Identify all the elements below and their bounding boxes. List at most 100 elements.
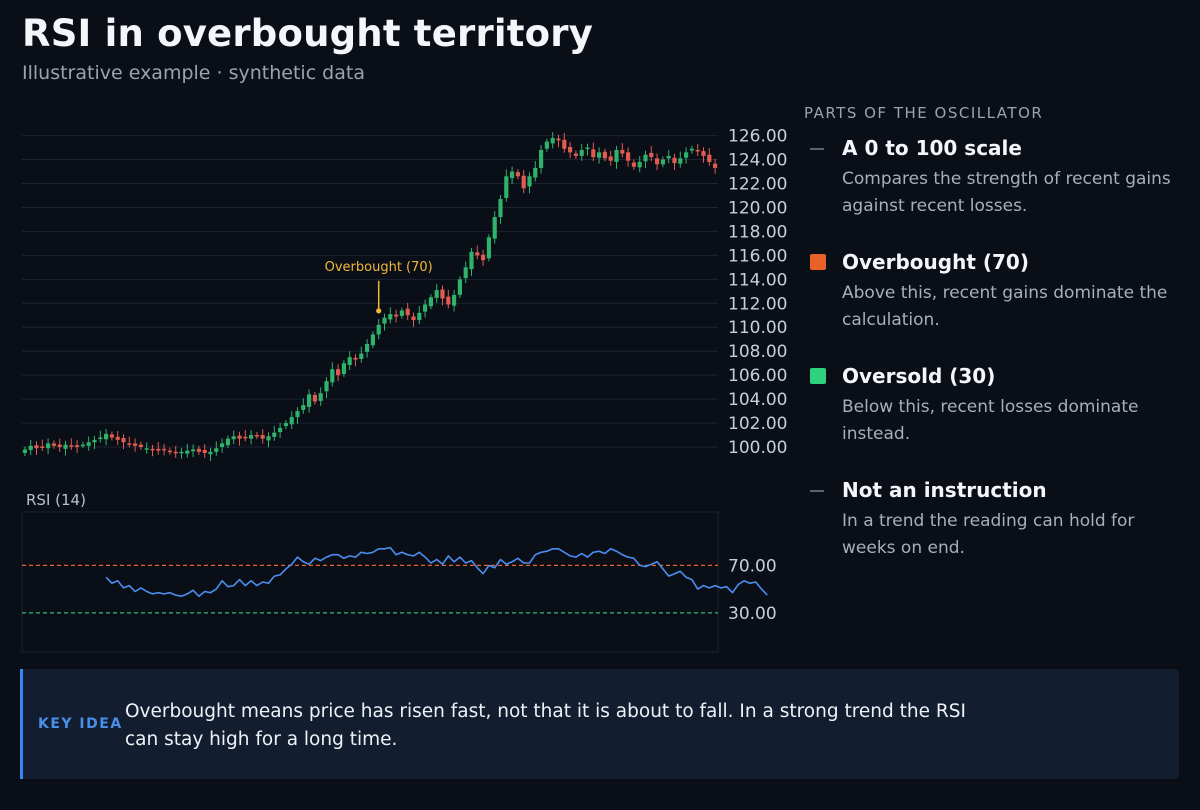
candle [104, 428, 109, 446]
price-tick-label: 116.00 [728, 246, 787, 266]
legend-panel: PARTS OF THE OSCILLATOR A 0 to 100 scale… [804, 104, 1174, 592]
candle [156, 442, 161, 455]
legend-item-name: Oversold (30) [842, 364, 996, 388]
legend-item-name: A 0 to 100 scale [842, 136, 1022, 160]
candle-body [295, 411, 300, 418]
candle-body [463, 267, 468, 279]
candle [423, 299, 428, 318]
candle [150, 444, 155, 457]
candle-body [150, 448, 155, 451]
candle-body [191, 449, 196, 452]
price-tick-label: 112.00 [728, 294, 787, 314]
candle [533, 161, 538, 182]
price-tick-label: 106.00 [728, 366, 787, 386]
price-tick-label: 114.00 [728, 270, 787, 290]
candle-body [214, 448, 219, 452]
candle [568, 142, 573, 159]
candle [92, 435, 97, 450]
candle-body [225, 438, 230, 446]
candle [347, 351, 352, 370]
candle-body [69, 445, 74, 447]
candle-body [713, 163, 718, 168]
candle-body [643, 154, 648, 162]
candle-body [98, 437, 103, 439]
candle [486, 234, 491, 262]
legend-item-oversold: Oversold (30) Below this, recent losses … [804, 364, 1174, 448]
key-idea-tag: KEY IDEA [38, 716, 123, 732]
candle-body [689, 148, 694, 151]
legend-item-name: Overbought (70) [842, 250, 1029, 274]
candle-body [637, 161, 642, 168]
candle [626, 147, 631, 167]
legend-item-overbought: Overbought (70) Above this, recent gains… [804, 250, 1174, 334]
candle [46, 438, 51, 455]
candle-body [312, 394, 317, 402]
candle [689, 145, 694, 154]
candle [394, 309, 399, 323]
candle [446, 289, 451, 309]
candle-body [597, 152, 602, 158]
candle [591, 142, 596, 162]
candle-body [573, 153, 578, 156]
price-tick-label: 100.00 [728, 438, 787, 458]
candle-body [127, 443, 132, 445]
candle-body [202, 450, 207, 454]
candle [602, 148, 607, 162]
candle [260, 429, 265, 444]
candle [620, 143, 625, 158]
candle [295, 407, 300, 424]
candle-body [249, 435, 254, 439]
price-axis-ticks: 100.00 102.00 104.00 106.00 108.00 110.00 112.… [728, 127, 787, 458]
annotation-label: Overbought (70) [325, 260, 433, 275]
candle [278, 422, 283, 438]
candle-body [486, 237, 491, 259]
candle [463, 261, 468, 284]
candle [411, 312, 416, 327]
rsi-tick-label: 70.00 [728, 556, 777, 576]
rsi-tick-label: 30.00 [728, 604, 777, 624]
candle-body [666, 155, 671, 159]
candle-body [399, 310, 404, 316]
candle-body [660, 159, 665, 165]
candle-body [498, 199, 503, 218]
candle [707, 147, 712, 166]
candle-body [434, 290, 439, 298]
candle [631, 159, 636, 170]
candle [672, 153, 677, 170]
candle [22, 446, 27, 457]
candle [504, 169, 509, 202]
candle [196, 445, 201, 455]
candle-body [63, 444, 68, 449]
candle [585, 143, 590, 156]
candle [109, 431, 114, 441]
candle [144, 442, 149, 454]
candle-body [272, 432, 277, 437]
candlestick-series [22, 132, 718, 462]
candle [608, 150, 613, 166]
candle [283, 420, 288, 430]
candle [475, 245, 480, 260]
legend-item-name: Not an instruction [842, 478, 1047, 502]
candle-body [231, 436, 236, 440]
candle-body [533, 167, 538, 178]
candle-body [80, 444, 85, 447]
legend-item-not-instruction: Not an instruction In a trend the readin… [804, 478, 1174, 562]
candle [202, 444, 207, 458]
candle-body [104, 433, 109, 440]
candle [75, 440, 80, 453]
candle [573, 150, 578, 159]
candle [701, 147, 706, 163]
legend-item-desc: Above this, recent gains dominate the ca… [842, 283, 1168, 330]
candle-body [336, 369, 341, 376]
candle [336, 364, 341, 382]
candle-body [631, 162, 636, 167]
candle [492, 211, 497, 244]
rsi-panel-frame [21, 511, 719, 653]
candle-body [40, 446, 45, 448]
candle [318, 387, 323, 406]
candle-body [359, 353, 364, 359]
candle-body [568, 146, 573, 153]
candle-body [370, 334, 375, 346]
candle-body [173, 451, 178, 454]
candle-body [92, 439, 97, 443]
